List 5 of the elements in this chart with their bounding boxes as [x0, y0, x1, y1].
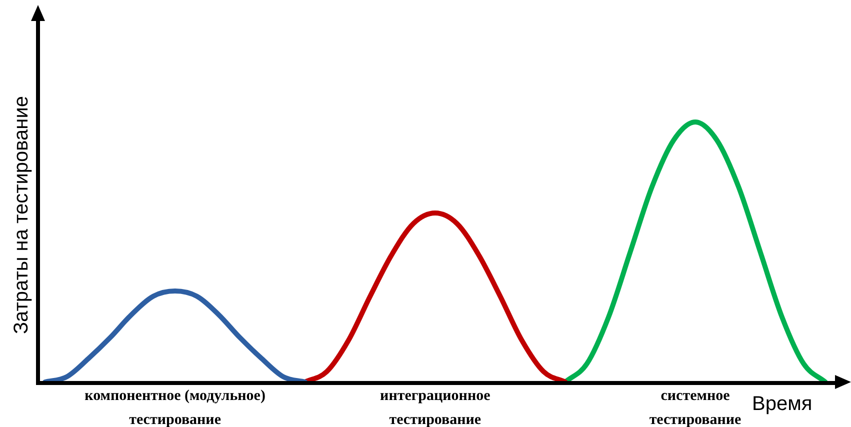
x-axis-title: Время	[752, 393, 812, 416]
y-axis-title: Затраты на тестирование	[10, 96, 34, 334]
text: компонентное (модульное) тестирование	[84, 387, 266, 427]
text: системное тестирование	[649, 388, 742, 427]
text: интеграционное тестирование	[379, 387, 492, 427]
